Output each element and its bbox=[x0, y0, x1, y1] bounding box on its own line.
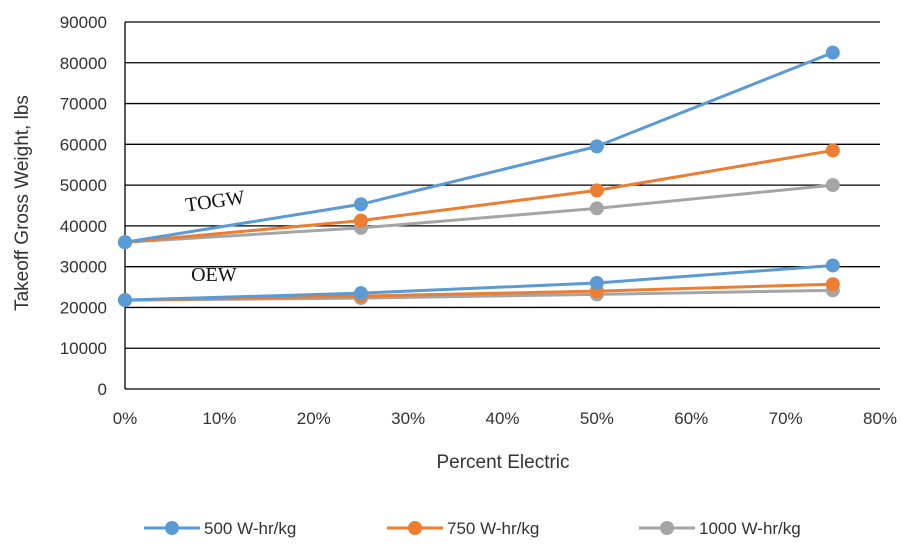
data-point bbox=[589, 275, 604, 290]
legend-item: 750 W-hr/kg bbox=[387, 519, 539, 538]
x-tick-label: 0% bbox=[113, 409, 138, 428]
series-lines bbox=[118, 45, 840, 308]
legend-label: 750 W-hr/kg bbox=[447, 519, 539, 538]
data-point bbox=[825, 258, 840, 273]
x-tick-label: 10% bbox=[202, 409, 236, 428]
x-tick-label: 70% bbox=[769, 409, 803, 428]
axes: 0 10000 20000 30000 40000 50000 60000 70000 8000… bbox=[60, 13, 897, 428]
y-tick-label: 70000 bbox=[60, 95, 107, 114]
data-point bbox=[825, 178, 840, 193]
data-point bbox=[353, 197, 368, 212]
x-tick-label: 30% bbox=[391, 409, 425, 428]
y-tick-label: 0 bbox=[98, 380, 107, 399]
x-tick-label: 50% bbox=[580, 409, 614, 428]
legend-swatch-marker bbox=[165, 521, 179, 535]
series-line-togw-750 bbox=[124, 148, 834, 244]
x-tick-label: 80% bbox=[863, 409, 897, 428]
x-tick-label: 40% bbox=[485, 409, 519, 428]
data-point bbox=[825, 277, 840, 292]
legend-item: 500 W-hr/kg bbox=[144, 519, 296, 538]
data-point bbox=[589, 183, 604, 198]
legend: 500 W-hr/kg 750 W-hr/kg 1000 W-hr/kg bbox=[144, 519, 801, 538]
data-point bbox=[589, 139, 604, 154]
annotation-togw: TOGW bbox=[184, 186, 246, 216]
data-point bbox=[825, 143, 840, 158]
series-line-oew-500 bbox=[124, 263, 833, 302]
legend-label: 1000 W-hr/kg bbox=[699, 519, 801, 538]
y-tick-label: 20000 bbox=[60, 298, 107, 317]
data-point bbox=[589, 201, 604, 216]
data-point bbox=[118, 235, 132, 250]
data-point bbox=[353, 286, 368, 301]
series-line-togw-1000 bbox=[124, 183, 833, 244]
y-tick-label: 90000 bbox=[60, 13, 107, 32]
y-tick-label: 60000 bbox=[60, 135, 107, 154]
legend-swatch-marker bbox=[660, 521, 674, 535]
y-axis-title: Takeoff Gross Weight, lbs bbox=[12, 95, 33, 311]
y-tick-label: 30000 bbox=[60, 258, 107, 277]
y-tick-label: 40000 bbox=[60, 217, 107, 236]
data-point bbox=[825, 45, 840, 60]
legend-item: 1000 W-hr/kg bbox=[639, 519, 801, 538]
annotation-oew: OEW bbox=[191, 264, 237, 286]
x-tick-label: 60% bbox=[674, 409, 708, 428]
y-tick-label: 50000 bbox=[60, 176, 107, 195]
y-tick-label: 80000 bbox=[60, 54, 107, 73]
legend-label: 500 W-hr/kg bbox=[204, 519, 296, 538]
x-tick-label: 20% bbox=[297, 409, 331, 428]
data-point bbox=[353, 213, 368, 228]
y-tick-label: 10000 bbox=[60, 339, 107, 358]
gridlines bbox=[125, 21, 880, 349]
data-point bbox=[118, 293, 132, 308]
x-axis-title: Percent Electric bbox=[436, 452, 569, 473]
series-line-togw-500 bbox=[124, 51, 834, 244]
legend-swatch-marker bbox=[408, 521, 422, 535]
